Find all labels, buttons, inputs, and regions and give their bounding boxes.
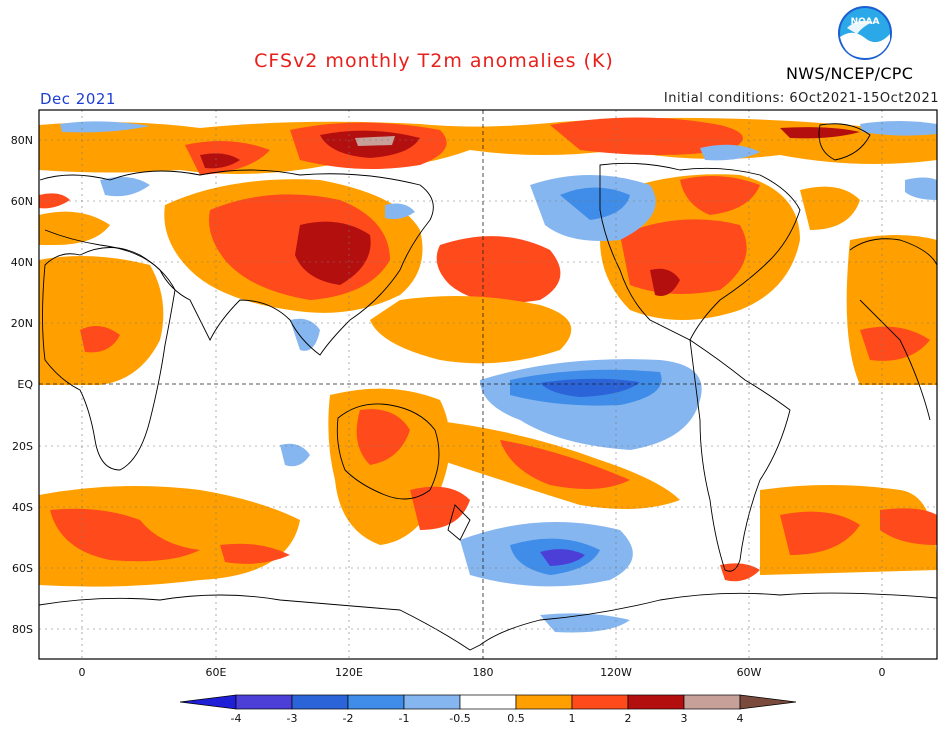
forecast-month: Dec 2021 [40, 90, 116, 108]
lon-label: 60E [206, 666, 227, 679]
map-frame [38, 109, 938, 660]
colorbar-swatch [291, 694, 349, 710]
coastlines [39, 123, 937, 651]
lat-label: 40N [11, 256, 33, 269]
colorbar-label: 2 [625, 712, 632, 725]
lon-label: 180 [473, 666, 494, 679]
colorbar-swatch [627, 694, 685, 710]
lat-labels: 80N 60N 40N 20N EQ 20S 40S 60S 80S [11, 134, 34, 636]
lat-label: 40S [12, 501, 33, 514]
colorbar-label: 0.5 [507, 712, 525, 725]
agency-label: NWS/NCEP/CPC [786, 64, 914, 83]
colorbar-label: 1 [569, 712, 576, 725]
lat-label: EQ [17, 378, 33, 391]
initial-conditions: Initial conditions: 6Oct2021-15Oct2021 [663, 91, 939, 106]
lat-label: 80S [12, 623, 33, 636]
noaa-logo-icon: NOAA [838, 6, 892, 60]
colorbar-label: -0.5 [449, 712, 470, 725]
colorbar-low-arrow [179, 694, 237, 710]
colorbar-label: 4 [737, 712, 744, 725]
colorbar-swatch [235, 694, 293, 710]
lon-labels: 0 60E 120E 180 120W 60W 0 [79, 666, 886, 679]
lat-label: 20N [11, 317, 33, 330]
lon-label: 60W [737, 666, 762, 679]
lon-label: 120W [600, 666, 632, 679]
colorbar-swatch [683, 694, 741, 710]
colorbar-high-arrow [739, 694, 797, 710]
lon-label: 120E [335, 666, 363, 679]
map-title: CFSv2 monthly T2m anomalies (K) [254, 50, 614, 72]
lat-label: 80N [11, 134, 33, 147]
colorbar-swatch [347, 694, 405, 710]
graticule [39, 110, 937, 659]
lat-label: 60S [12, 562, 33, 575]
colorbar-swatch [515, 694, 573, 710]
colorbar-label: -1 [399, 712, 410, 725]
colorbar-label: -3 [287, 712, 298, 725]
lat-label: 20S [12, 440, 33, 453]
lon-label: 0 [879, 666, 886, 679]
reference-lines [39, 110, 937, 659]
colorbar-swatch [571, 694, 629, 710]
lat-label: 60N [11, 195, 33, 208]
anomaly-fields [39, 110, 937, 659]
colorbar: -4 -3 -2 -1 -0.5 0.5 1 2 3 4 [179, 694, 797, 725]
colorbar-label: 3 [681, 712, 688, 725]
colorbar-label: -4 [231, 712, 242, 725]
lon-label: 0 [79, 666, 86, 679]
colorbar-swatch [459, 694, 517, 710]
colorbar-swatch [403, 694, 461, 710]
logo-text: NOAA [851, 17, 880, 27]
colorbar-label: -2 [343, 712, 354, 725]
